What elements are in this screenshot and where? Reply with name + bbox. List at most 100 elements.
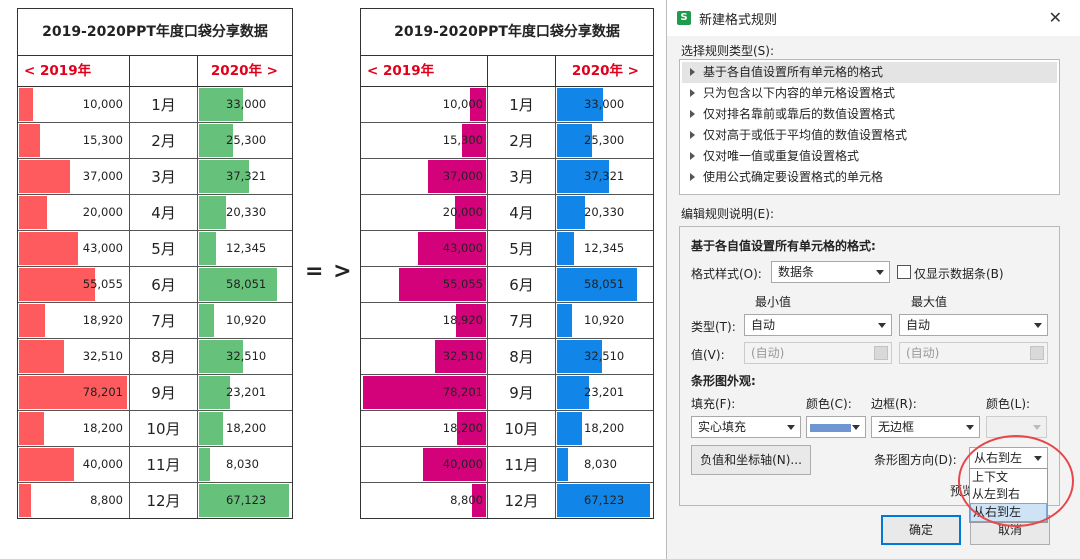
cell-2019[interactable]: 78,201 xyxy=(361,375,488,410)
cell-2020[interactable]: 20,330 xyxy=(556,195,653,230)
border-dropdown[interactable]: 无边框 xyxy=(871,416,980,438)
month-cell[interactable]: 8月 xyxy=(488,339,556,374)
month-cell[interactable]: 8月 xyxy=(130,339,198,374)
direction-option[interactable]: 从左到右 xyxy=(972,487,1021,501)
cell-2019[interactable]: 10,000 xyxy=(361,87,488,122)
month-cell[interactable]: 1月 xyxy=(488,87,556,122)
cell-2019[interactable]: 32,510 xyxy=(361,339,488,374)
cell-2020[interactable]: 33,000 xyxy=(198,87,292,122)
cell-2019[interactable]: 78,201 xyxy=(18,375,130,410)
cell-2020[interactable]: 25,300 xyxy=(556,123,653,158)
rule-type-list[interactable]: 基于各自值设置所有单元格的格式 只为包含以下内容的单元格设置格式 仅对排名靠前或靠后… xyxy=(679,59,1060,195)
ok-button[interactable]: 确定 xyxy=(881,515,961,545)
header-month xyxy=(130,56,198,86)
month-cell[interactable]: 10月 xyxy=(488,411,556,446)
cell-2020[interactable]: 8,030 xyxy=(198,447,292,482)
direction-option[interactable]: 上下文 xyxy=(972,470,1009,484)
month-cell[interactable]: 4月 xyxy=(130,195,198,230)
month-cell[interactable]: 6月 xyxy=(130,267,198,302)
cell-2020[interactable]: 67,123 xyxy=(556,483,653,518)
month-cell[interactable]: 6月 xyxy=(488,267,556,302)
month-cell[interactable]: 12月 xyxy=(488,483,556,518)
data-bar-2019 xyxy=(19,448,74,481)
rule-type-item[interactable]: 使用公式确定要设置格式的单元格 xyxy=(682,167,1057,188)
negative-value-axis-button[interactable]: 负值和坐标轴(N)... xyxy=(691,445,811,475)
month-cell[interactable]: 10月 xyxy=(130,411,198,446)
value-2020: 12,345 xyxy=(584,241,625,255)
close-icon[interactable]: ✕ xyxy=(1048,8,1062,27)
cell-2020[interactable]: 8,030 xyxy=(556,447,653,482)
format-style-dropdown[interactable]: 数据条 xyxy=(771,261,890,283)
rule-type-item[interactable]: 基于各自值设置所有单元格的格式 xyxy=(682,62,1057,83)
cell-2020[interactable]: 37,321 xyxy=(556,159,653,194)
month-cell[interactable]: 3月 xyxy=(130,159,198,194)
cell-2019[interactable]: 8,800 xyxy=(18,483,130,518)
cell-2019[interactable]: 20,000 xyxy=(361,195,488,230)
data-bar-2019 xyxy=(457,412,486,445)
cell-2020[interactable]: 32,510 xyxy=(198,339,292,374)
rule-type-item[interactable]: 只为包含以下内容的单元格设置格式 xyxy=(682,83,1057,104)
cell-2019[interactable]: 8,800 xyxy=(361,483,488,518)
month-cell[interactable]: 4月 xyxy=(488,195,556,230)
cell-2020[interactable]: 12,345 xyxy=(198,231,292,266)
dialog-titlebar[interactable]: S 新建格式规则 ✕ xyxy=(667,0,1080,36)
cell-2019[interactable]: 40,000 xyxy=(361,447,488,482)
cell-2020[interactable]: 18,200 xyxy=(556,411,653,446)
month-cell[interactable]: 9月 xyxy=(130,375,198,410)
rule-type-item[interactable]: 仅对唯一值或重复值设置格式 xyxy=(682,146,1057,167)
month-cell[interactable]: 11月 xyxy=(130,447,198,482)
cell-2019[interactable]: 18,920 xyxy=(361,303,488,338)
cell-2020[interactable]: 20,330 xyxy=(198,195,292,230)
fill-dropdown[interactable]: 实心填充 xyxy=(691,416,801,438)
cell-2020[interactable]: 58,051 xyxy=(198,267,292,302)
month-cell[interactable]: 2月 xyxy=(130,123,198,158)
rule-type-item[interactable]: 仅对高于或低于平均值的数值设置格式 xyxy=(682,125,1057,146)
month-cell[interactable]: 3月 xyxy=(488,159,556,194)
cell-2020[interactable]: 37,321 xyxy=(198,159,292,194)
cell-2019[interactable]: 18,200 xyxy=(361,411,488,446)
cell-2020[interactable]: 18,200 xyxy=(198,411,292,446)
cell-2020[interactable]: 10,920 xyxy=(556,303,653,338)
cell-2019[interactable]: 32,510 xyxy=(18,339,130,374)
month-cell[interactable]: 5月 xyxy=(130,231,198,266)
cell-2019[interactable]: 43,000 xyxy=(18,231,130,266)
month-cell[interactable]: 9月 xyxy=(488,375,556,410)
cell-2020[interactable]: 67,123 xyxy=(198,483,292,518)
direction-dropdown[interactable]: 从右到左 xyxy=(969,447,1048,469)
cell-2019[interactable]: 15,300 xyxy=(361,123,488,158)
cell-2019[interactable]: 18,200 xyxy=(18,411,130,446)
rule-type-item[interactable]: 仅对排名靠前或靠后的数值设置格式 xyxy=(682,104,1057,125)
cell-2019[interactable]: 55,055 xyxy=(361,267,488,302)
cell-2020[interactable]: 23,201 xyxy=(556,375,653,410)
cell-2019[interactable]: 20,000 xyxy=(18,195,130,230)
cell-2020[interactable]: 33,000 xyxy=(556,87,653,122)
min-type-dropdown[interactable]: 自动 xyxy=(744,314,892,336)
show-bar-only-checkbox[interactable] xyxy=(897,265,911,279)
cell-2020[interactable]: 58,051 xyxy=(556,267,653,302)
cell-2020[interactable]: 12,345 xyxy=(556,231,653,266)
triangle-right-icon xyxy=(690,173,695,181)
cell-2020[interactable]: 25,300 xyxy=(198,123,292,158)
direction-option[interactable]: 从右到左 xyxy=(970,503,1047,522)
cell-2020[interactable]: 10,920 xyxy=(198,303,292,338)
month-cell[interactable]: 1月 xyxy=(130,87,198,122)
month-cell[interactable]: 7月 xyxy=(130,303,198,338)
cell-2019[interactable]: 55,055 xyxy=(18,267,130,302)
cell-2019[interactable]: 10,000 xyxy=(18,87,130,122)
month-cell[interactable]: 12月 xyxy=(130,483,198,518)
month-cell[interactable]: 5月 xyxy=(488,231,556,266)
month-cell[interactable]: 11月 xyxy=(488,447,556,482)
min-type-value: 自动 xyxy=(751,318,776,332)
max-type-dropdown[interactable]: 自动 xyxy=(899,314,1048,336)
cell-2020[interactable]: 32,510 xyxy=(556,339,653,374)
month-cell[interactable]: 7月 xyxy=(488,303,556,338)
cell-2019[interactable]: 37,000 xyxy=(361,159,488,194)
cell-2019[interactable]: 18,920 xyxy=(18,303,130,338)
cell-2019[interactable]: 37,000 xyxy=(18,159,130,194)
cell-2019[interactable]: 40,000 xyxy=(18,447,130,482)
cell-2019[interactable]: 15,300 xyxy=(18,123,130,158)
cell-2019[interactable]: 43,000 xyxy=(361,231,488,266)
month-cell[interactable]: 2月 xyxy=(488,123,556,158)
fill-color-picker[interactable] xyxy=(806,416,866,438)
cell-2020[interactable]: 23,201 xyxy=(198,375,292,410)
